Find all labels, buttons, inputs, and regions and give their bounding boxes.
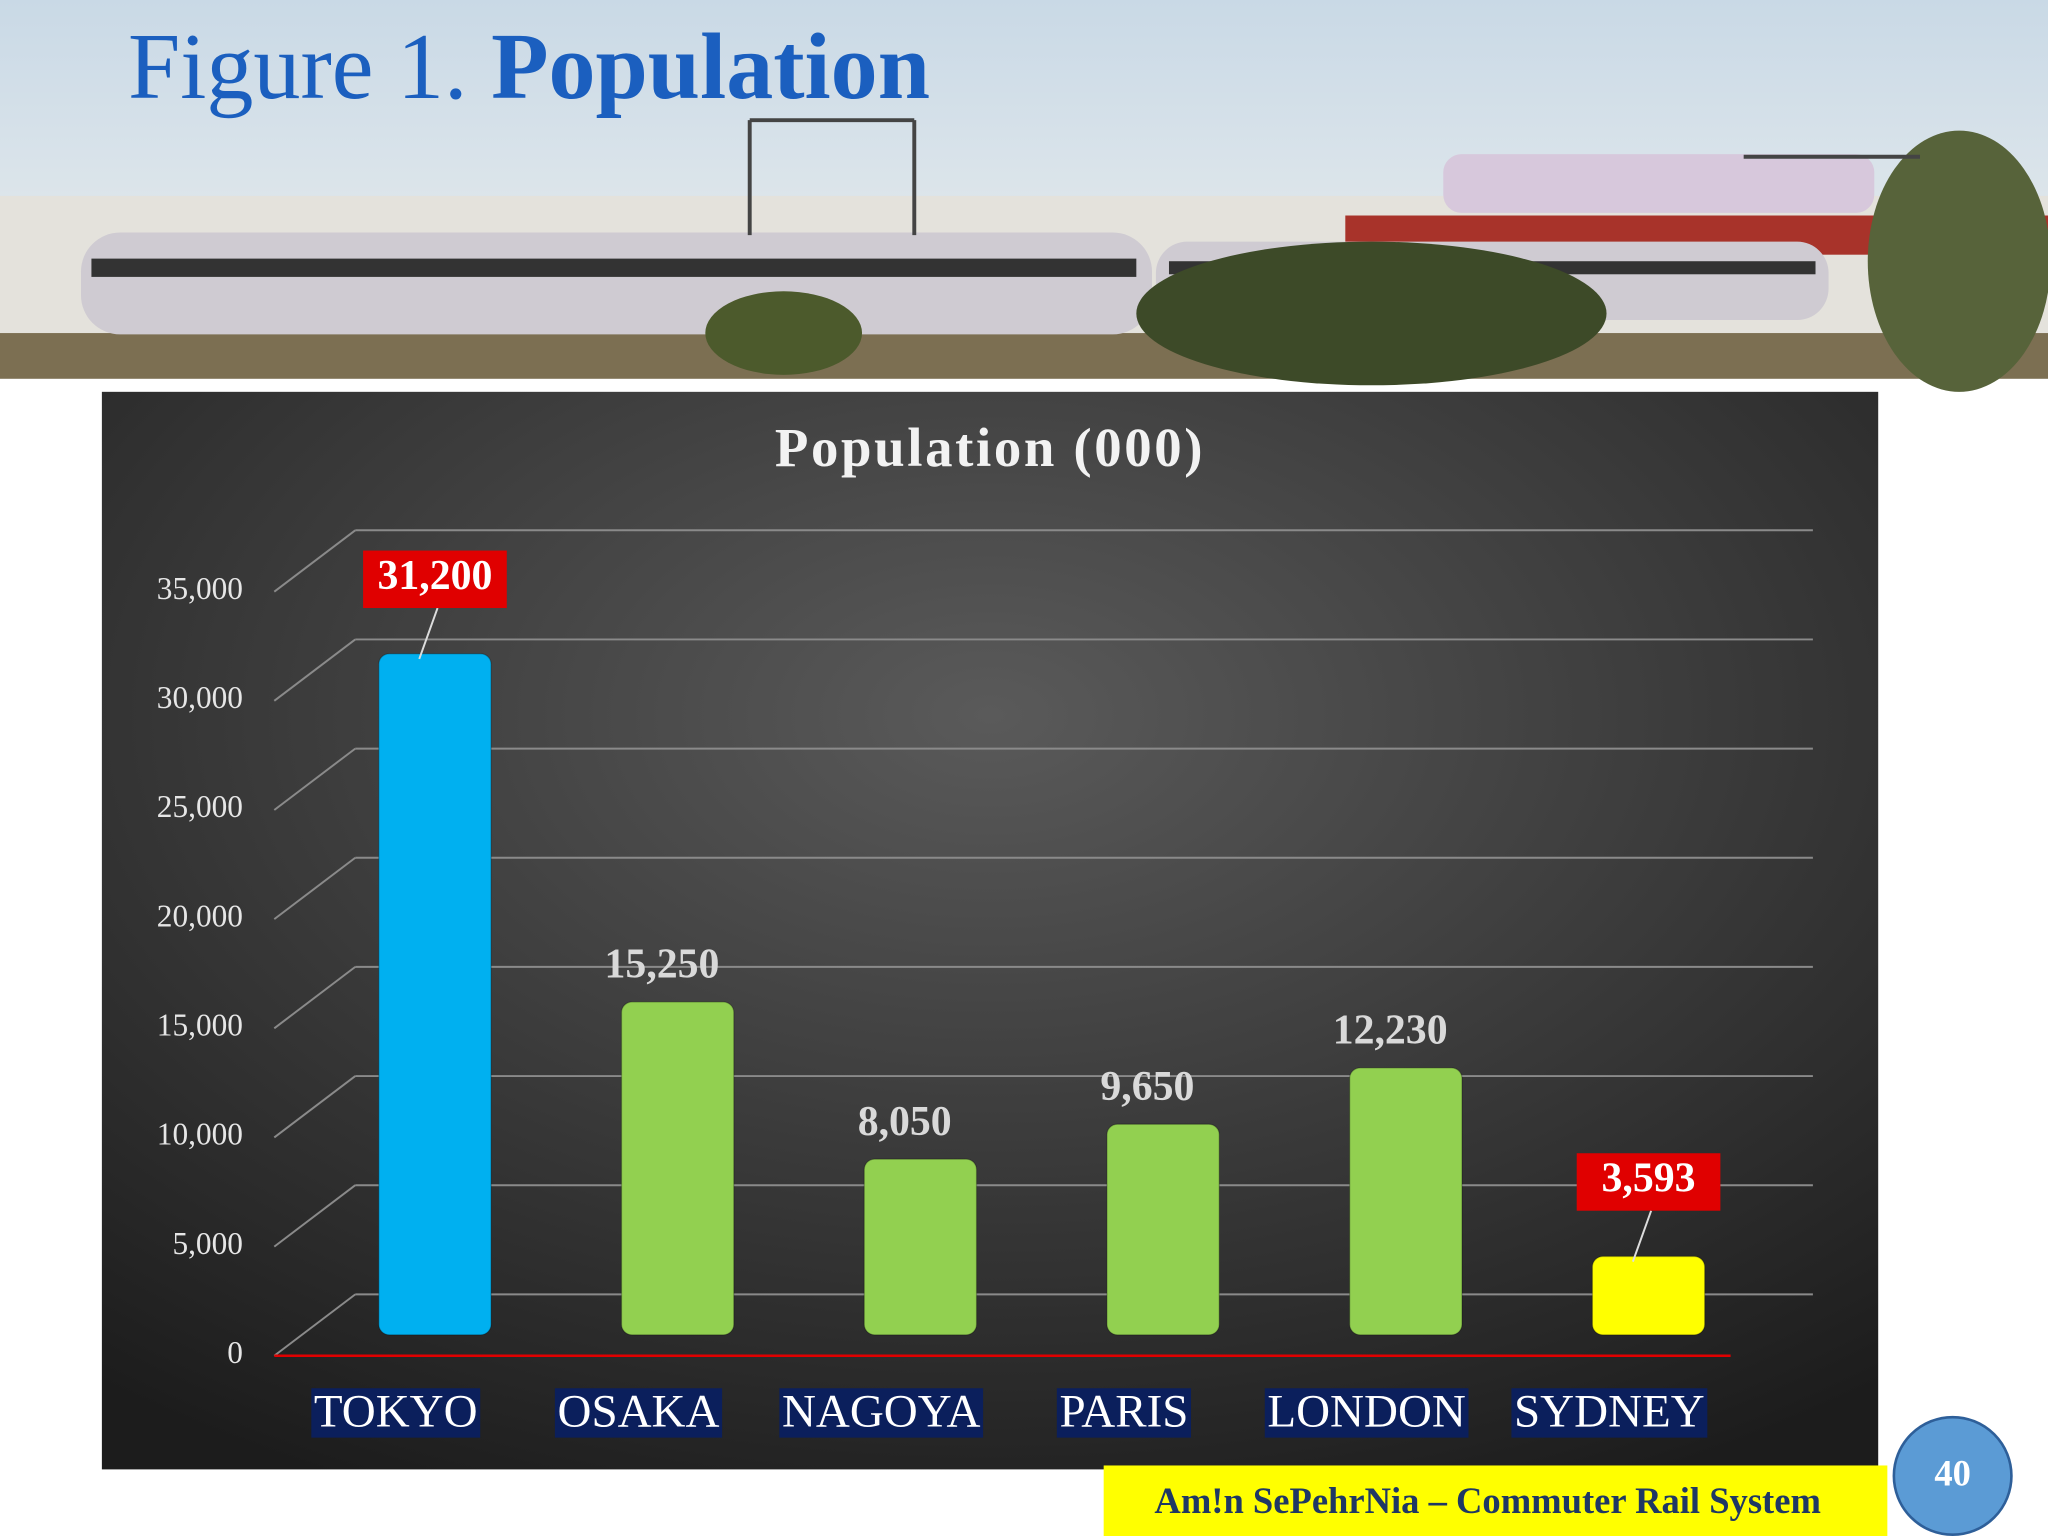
grid-line-side (273, 856, 356, 920)
x-tick-box (779, 1388, 984, 1438)
x-tick-label: OSAKA (557, 1386, 719, 1438)
value-label: 15,250 (605, 942, 720, 988)
y-tick-label: 0 (227, 1335, 243, 1370)
grid-line-side (273, 966, 356, 1030)
label-leader (1631, 1210, 1653, 1262)
bar (1349, 1067, 1463, 1336)
value-label: 12,230 (1333, 1007, 1448, 1053)
grid-line-side (273, 747, 356, 811)
footer-box (1103, 1465, 1888, 1536)
grid-line-side (273, 1293, 356, 1357)
header-photo (0, 0, 2048, 392)
label-leader (418, 607, 439, 660)
bar (378, 653, 492, 1336)
y-tick-label: 25,000 (157, 789, 243, 824)
slide-title: Figure 1. Population (128, 14, 930, 118)
x-tick-box (1264, 1388, 1469, 1438)
x-tick-box (554, 1388, 723, 1438)
x-tick-label: PARIS (1059, 1386, 1188, 1438)
footer: Am!n SePehrNia – Commuter Rail System (1154, 1480, 1820, 1521)
label-box (1576, 1153, 1721, 1211)
bar (1591, 1255, 1706, 1336)
y-tick-label: 5,000 (172, 1226, 243, 1261)
x-tick-box (311, 1388, 481, 1438)
y-tick-label: 20,000 (157, 898, 243, 933)
x-tick-label: SYDNEY (1514, 1386, 1705, 1438)
bar (620, 1001, 735, 1336)
value-label: 8,050 (858, 1099, 952, 1145)
x-tick-box (1511, 1388, 1708, 1438)
x-tick-label: LONDON (1267, 1386, 1466, 1438)
grid-line-side (273, 638, 356, 702)
value-label: 3,593 (1602, 1156, 1696, 1202)
x-tick-box (1056, 1388, 1192, 1438)
chart-title: Population (000) (775, 417, 1205, 478)
page-number: 40 (1934, 1453, 1971, 1494)
x-tick-label: TOKYO (314, 1386, 478, 1438)
y-tick-label: 35,000 (157, 571, 243, 606)
y-tick-label: 15,000 (157, 1007, 243, 1042)
page-badge (1892, 1415, 2013, 1536)
title-main: Population (491, 14, 930, 118)
grid-line-side (273, 1075, 356, 1139)
value-label: 9,650 (1100, 1064, 1194, 1110)
bar (863, 1158, 978, 1336)
value-label: 31,200 (377, 553, 492, 599)
grid-line-side (273, 529, 356, 593)
title-prefix: Figure 1. (128, 14, 468, 118)
chart: Population (000) 0 5,000 10,000 15,000 20,00… (157, 417, 1813, 1438)
y-tick-label: 30,000 (157, 680, 243, 715)
y-tick-label: 10,000 (157, 1117, 243, 1152)
bar (1106, 1123, 1220, 1336)
label-box (363, 550, 507, 609)
x-tick-label: NAGOYA (782, 1386, 981, 1438)
grid-line-side (273, 1184, 356, 1248)
